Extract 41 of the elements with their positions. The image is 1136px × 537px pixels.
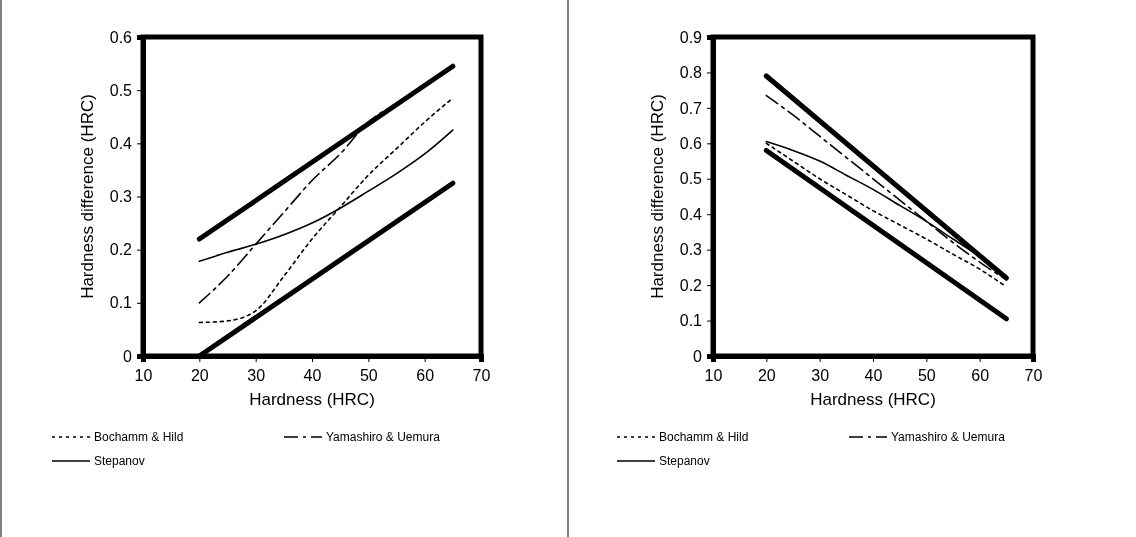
y-tick-label: 0.4 bbox=[679, 205, 703, 223]
y-axis-title: Hardness difference (HRC) bbox=[648, 94, 667, 299]
x-tick-label: 40 bbox=[303, 367, 322, 385]
y-tick-label: 0.1 bbox=[679, 312, 703, 330]
y-tick-label: 0.5 bbox=[679, 170, 703, 188]
x-tick-label: 70 bbox=[472, 367, 491, 385]
legend-label: Yamashiro & Uemura bbox=[326, 430, 441, 444]
x-tick-label: 40 bbox=[864, 367, 883, 385]
legend-label: Bochamm & Hild bbox=[659, 430, 749, 444]
y-tick-label: 0.4 bbox=[109, 134, 133, 152]
y-tick-label: 0 bbox=[693, 347, 703, 365]
x-tick-label: 50 bbox=[917, 367, 936, 385]
y-tick-label: 0 bbox=[123, 347, 133, 365]
x-tick-label: 60 bbox=[971, 367, 990, 385]
y-axis-title: Hardness difference (HRC) bbox=[78, 94, 97, 299]
x-tick-label: 20 bbox=[757, 367, 776, 385]
x-tick-label: 30 bbox=[811, 367, 830, 385]
y-tick-label: 0.7 bbox=[679, 99, 703, 117]
y-tick-label: 0.6 bbox=[109, 28, 133, 46]
y-tick-label: 0.3 bbox=[679, 241, 703, 259]
y-tick-label: 0.5 bbox=[109, 81, 133, 99]
x-tick-label: 70 bbox=[1024, 367, 1043, 385]
legend-label: Stepanov bbox=[659, 454, 710, 468]
x-tick-label: 30 bbox=[247, 367, 266, 385]
legend-label: Stepanov bbox=[94, 454, 145, 468]
y-tick-label: 0.1 bbox=[109, 294, 133, 312]
x-tick-label: 50 bbox=[359, 367, 378, 385]
x-tick-label: 60 bbox=[416, 367, 435, 385]
y-tick-label: 0.3 bbox=[109, 188, 133, 206]
x-tick-label: 10 bbox=[134, 367, 153, 385]
x-axis-title: Hardness (HRC) bbox=[249, 390, 375, 409]
y-tick-label: 0.9 bbox=[679, 28, 703, 46]
legend-label: Bochamm & Hild bbox=[94, 430, 184, 444]
y-tick-label: 0.2 bbox=[109, 241, 133, 259]
x-tick-label: 20 bbox=[190, 367, 209, 385]
y-tick-label: 0.2 bbox=[679, 276, 703, 294]
x-tick-label: 10 bbox=[704, 367, 723, 385]
y-tick-label: 0.8 bbox=[679, 64, 703, 82]
x-axis-title: Hardness (HRC) bbox=[810, 390, 936, 409]
y-tick-label: 0.6 bbox=[679, 134, 703, 152]
legend-label: Yamashiro & Uemura bbox=[891, 430, 1006, 444]
